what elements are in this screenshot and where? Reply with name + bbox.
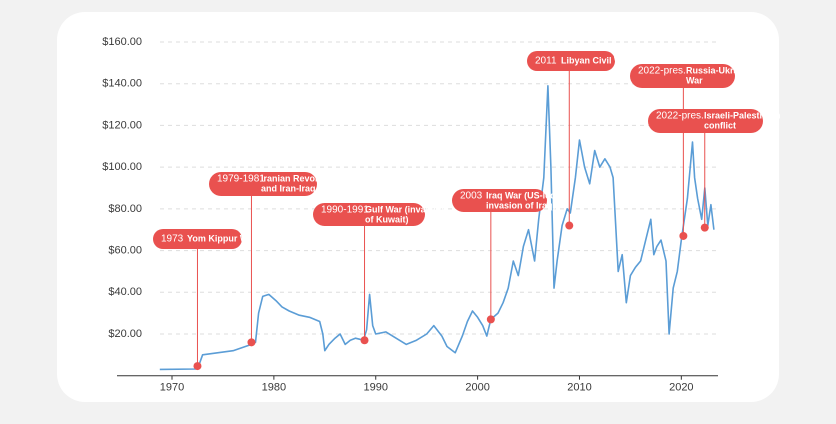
x-tick-label: 1990 — [363, 382, 387, 394]
annotation-dot — [247, 338, 256, 347]
y-tick-label: $120.00 — [102, 119, 142, 131]
annotation-period: 1990-1991 — [321, 205, 369, 216]
annotation-period: 1979-1981 — [217, 174, 265, 185]
price-line — [159, 85, 715, 371]
annotation-dot — [486, 315, 495, 324]
y-tick-label: $20.00 — [108, 328, 142, 340]
y-tick-label: $80.00 — [108, 203, 142, 215]
x-tick-label: 2020 — [669, 382, 693, 394]
y-tick-label: $160.00 — [102, 36, 142, 48]
annotation-box — [527, 51, 615, 71]
annotation-period: 2003 — [460, 191, 483, 202]
annotation-box — [153, 229, 242, 249]
annotation-dot — [193, 362, 202, 371]
y-tick-label: $100.00 — [102, 161, 142, 173]
x-tick-label: 2010 — [567, 382, 591, 394]
annotation-dot — [565, 221, 574, 230]
annotation-period: 2022-pres. — [638, 66, 686, 77]
annotation-label: of Kuwait) — [365, 214, 409, 224]
annotation-label: Iraq War (US-led — [486, 190, 556, 200]
x-tick-label: 1980 — [262, 382, 286, 394]
x-tick-label: 2000 — [465, 382, 489, 394]
y-tick-label: $40.00 — [108, 286, 142, 298]
annotation-box — [648, 109, 763, 133]
annotation-dot — [360, 336, 369, 345]
annotation-label: War — [686, 75, 703, 85]
annotation-label: invasion of Iraq) — [486, 200, 556, 210]
annotation-dot — [679, 231, 688, 240]
annotation-label: Iranian Revolution — [261, 173, 340, 183]
annotation-dot — [700, 223, 709, 232]
annotation-label: and Iran-Iraq War — [261, 183, 335, 193]
x-tick-label: 1970 — [160, 382, 184, 394]
annotation-period: 1973 — [161, 234, 184, 245]
annotation-label: Yom Kippur War — [187, 233, 257, 243]
annotation-box — [630, 64, 735, 88]
annotation-period: 2011 — [535, 56, 557, 67]
annotation-label: Russia-Ukraine — [686, 65, 752, 75]
annotation: 2011 Libyan Civil War — [527, 51, 631, 230]
annotation-label: conflict — [704, 120, 736, 130]
annotation-label: Libyan Civil War — [561, 55, 631, 65]
annotation-box — [452, 189, 547, 212]
annotation: 1973 Yom Kippur War — [153, 229, 257, 371]
annotation-label: Israeli-Palestinian — [704, 110, 781, 120]
annotation-box — [209, 172, 317, 196]
y-tick-label: $140.00 — [102, 78, 142, 90]
annotation-label: Gulf War (invasion — [365, 204, 444, 214]
annotation-box — [313, 203, 425, 226]
y-tick-label: $60.00 — [108, 244, 142, 256]
annotation-period: 2022-pres. — [656, 111, 704, 122]
